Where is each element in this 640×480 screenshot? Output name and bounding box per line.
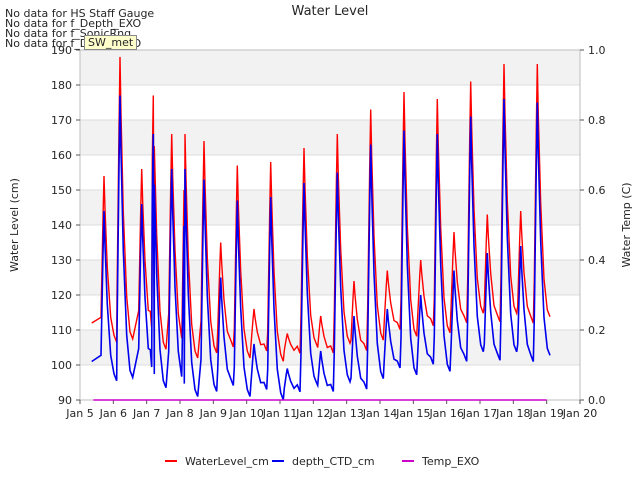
no-data-message: No data for f_Depth_EXO <box>5 17 142 30</box>
x-tick-label: Jan 12 <box>295 407 330 420</box>
y-tick-label: 160 <box>51 149 72 162</box>
x-tick-label: Jan 14 <box>362 407 397 420</box>
site-badge: SW_met <box>84 35 138 50</box>
legend-label: Temp_EXO <box>421 455 480 468</box>
y-tick-label: 180 <box>51 79 72 92</box>
no-data-message: No data for f_SonicRng <box>5 27 132 40</box>
no-data-message: No data for f_Depth_EXO <box>5 37 142 50</box>
y2-tick-label: 1.0 <box>588 44 606 57</box>
grid-band <box>80 260 580 295</box>
x-tick-label: Jan 13 <box>328 407 363 420</box>
grid-band <box>80 190 580 225</box>
y2-tick-label: 0.0 <box>588 394 606 407</box>
y2-tick-label: 0.6 <box>588 184 606 197</box>
legend-label: WaterLevel_cm <box>185 455 269 468</box>
y-tick-label: 100 <box>51 359 72 372</box>
x-tick-label: Jan 17 <box>462 407 497 420</box>
y-tick-label: 120 <box>51 289 72 302</box>
y-tick-label: 90 <box>58 394 72 407</box>
y-tick-label: 110 <box>51 324 72 337</box>
y2-axis-label: Water Temp (C) <box>620 182 633 267</box>
y2-tick-label: 0.4 <box>588 254 606 267</box>
x-tick-label: Jan 9 <box>199 407 227 420</box>
y-tick-label: 190 <box>51 44 72 57</box>
legend-label: depth_CTD_cm <box>292 455 375 468</box>
x-tick-label: Jan 5 <box>65 407 93 420</box>
y2-tick-label: 0.2 <box>588 324 606 337</box>
x-tick-label: Jan 8 <box>165 407 193 420</box>
grid-band <box>80 330 580 365</box>
x-tick-label: Jan 18 <box>495 407 530 420</box>
x-tick-label: Jan 16 <box>428 407 463 420</box>
y-tick-label: 140 <box>51 219 72 232</box>
y-tick-label: 170 <box>51 114 72 127</box>
x-tick-label: Jan 10 <box>228 407 263 420</box>
series-line-depth-ctd <box>91 95 551 401</box>
y-axis-label: Water Level (cm) <box>8 178 21 272</box>
y-tick-label: 130 <box>51 254 72 267</box>
grid-band <box>80 50 580 85</box>
x-tick-label: Jan 19 <box>528 407 563 420</box>
x-tick-label: Jan 7 <box>132 407 160 420</box>
x-tick-label: Jan 20 <box>562 407 597 420</box>
chart-title: Water Level <box>292 4 369 19</box>
grid-band <box>80 120 580 155</box>
no-data-message: No data for HS Staff Gauge <box>5 7 155 20</box>
x-tick-label: Jan 15 <box>395 407 430 420</box>
x-tick-label: Jan 6 <box>99 407 127 420</box>
y-tick-label: 150 <box>51 184 72 197</box>
y2-tick-label: 0.8 <box>588 114 606 127</box>
x-tick-label: Jan 11 <box>262 407 297 420</box>
